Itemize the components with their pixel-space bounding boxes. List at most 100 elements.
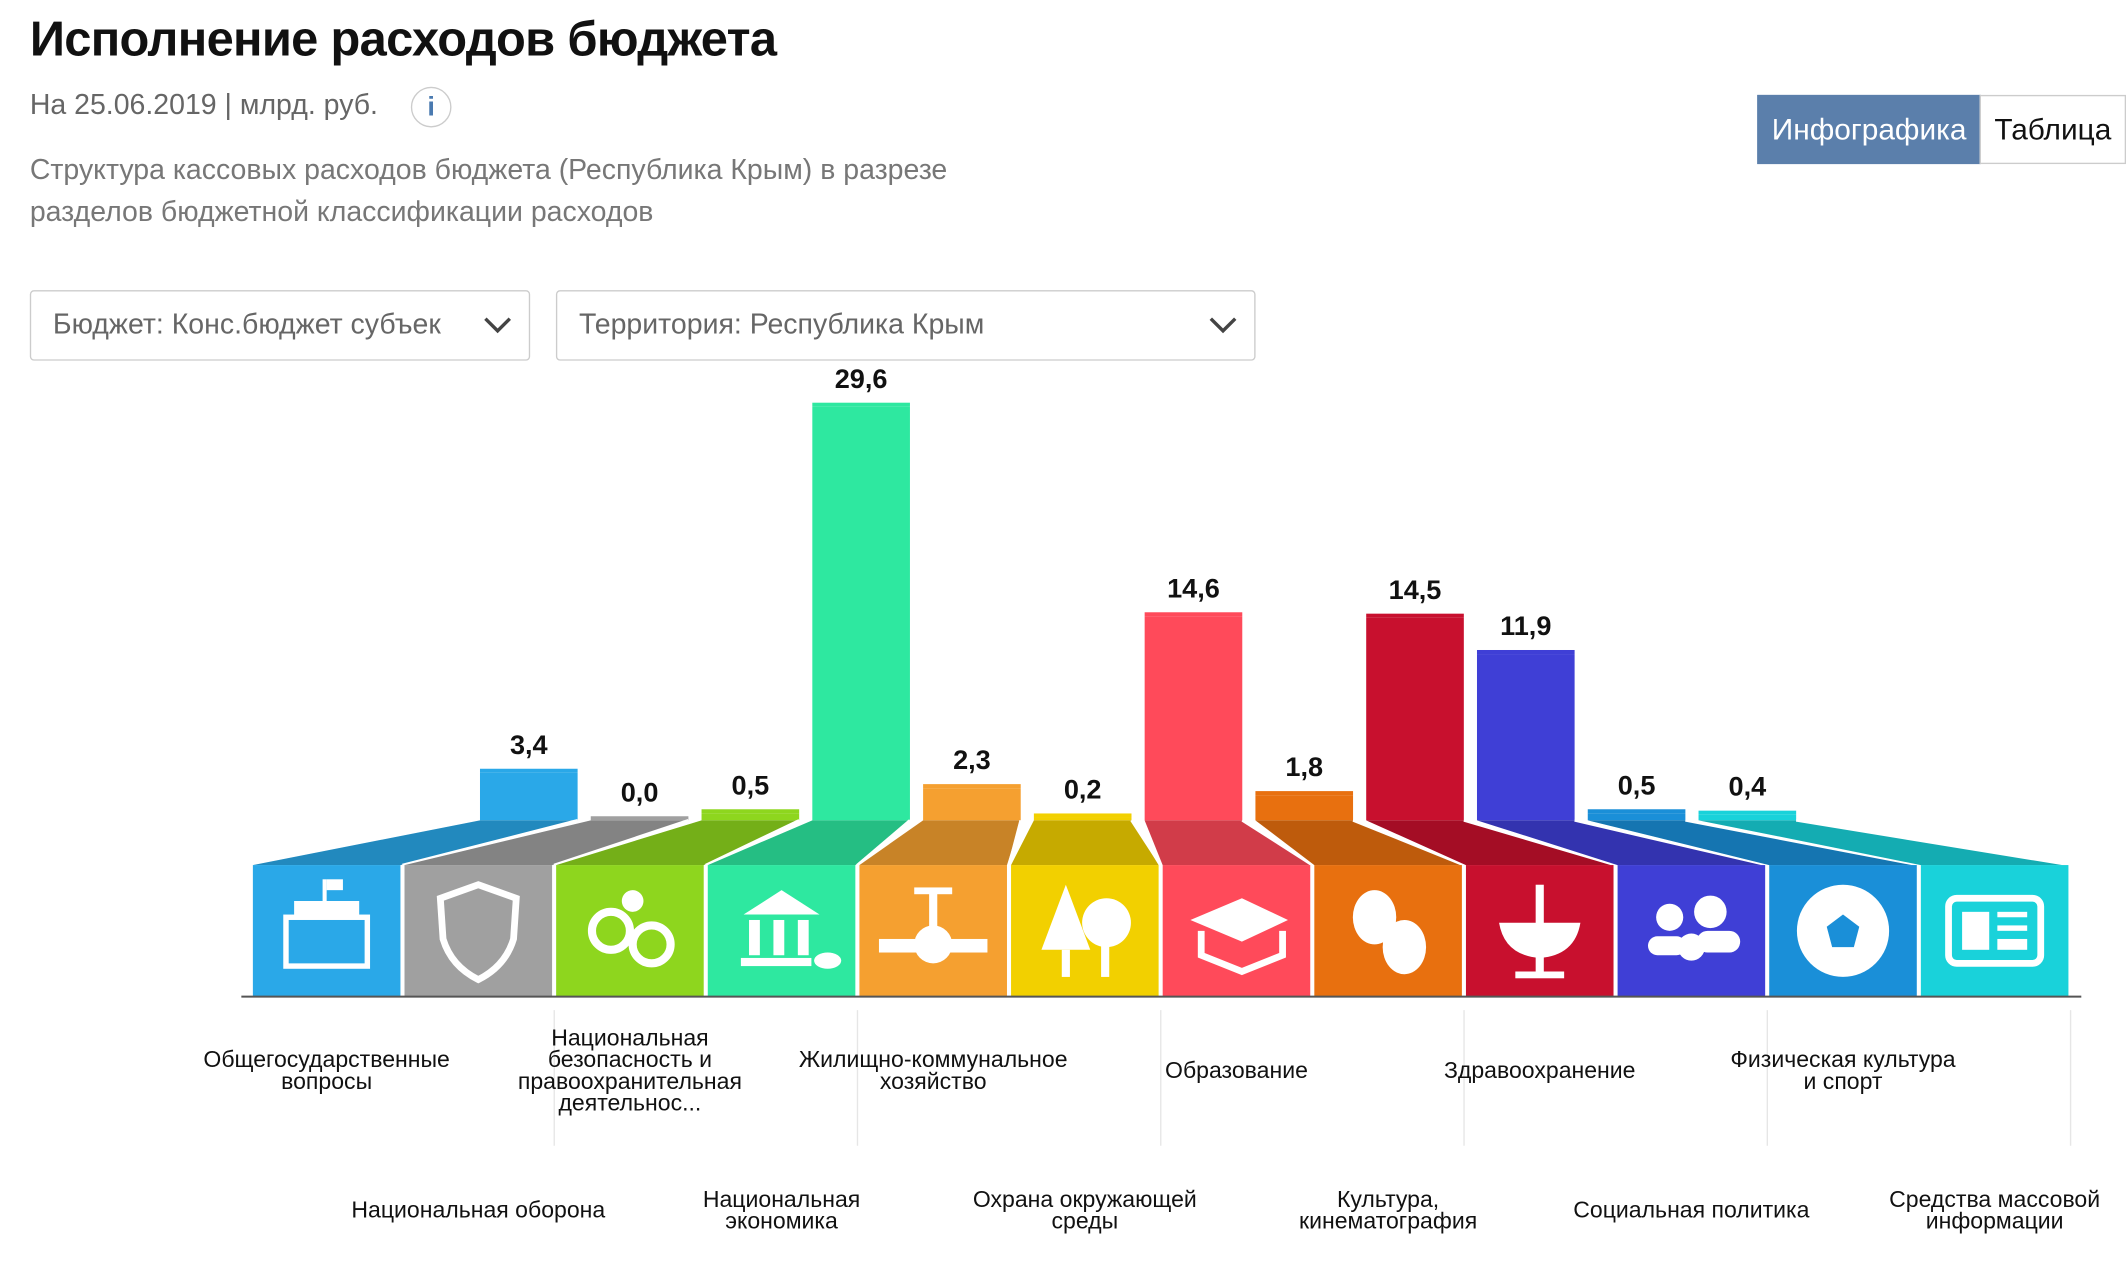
- bar: [479, 772, 578, 821]
- platform-edge: [553, 819, 689, 867]
- platform-edge: [1130, 819, 1162, 866]
- platform: [1366, 820, 1614, 866]
- platform-shade: [1255, 820, 1462, 866]
- category-label: Социальная политика: [1573, 1197, 1810, 1224]
- category-label: Национальная оборона: [351, 1197, 606, 1224]
- platform: [1144, 820, 1311, 866]
- dropdown-label: Бюджет: Конс.бюджет субъек: [52, 309, 441, 341]
- bar: [1144, 616, 1243, 821]
- value-label: 14,6: [1167, 572, 1220, 603]
- platform-edge: [1795, 818, 2071, 867]
- bar-cap: [812, 402, 910, 407]
- value-label: 14,5: [1389, 574, 1442, 605]
- bar: [1698, 814, 1797, 821]
- bar: [812, 406, 910, 821]
- icon: [283, 879, 371, 969]
- platform-shade: [252, 820, 578, 866]
- bar-cap: [701, 809, 800, 814]
- bar-cap: [479, 768, 578, 773]
- platform: [1476, 820, 1766, 866]
- icon: [1352, 890, 1427, 975]
- platform-shade: [1144, 820, 1311, 866]
- platform-shade: [1587, 820, 1917, 866]
- platform: [404, 820, 689, 866]
- category-label: Общегосударственные вопросы: [203, 1046, 450, 1095]
- bar: [923, 788, 1021, 821]
- bar-cap: [1144, 612, 1243, 617]
- platform-edge: [1007, 819, 1023, 866]
- bar-cap: [1698, 810, 1797, 815]
- platform-shade: [1366, 820, 1614, 866]
- bar-cap: [1476, 649, 1575, 655]
- platform-edge: [1241, 819, 1314, 867]
- platform-edge: [1463, 819, 1616, 867]
- icon: [1647, 895, 1741, 961]
- category-label: Жилищно-коммунальное хозяйство: [798, 1046, 1068, 1095]
- icon: [1499, 884, 1581, 979]
- bar: [1476, 654, 1575, 821]
- platform-edge: [1574, 818, 1768, 867]
- bar: [1033, 817, 1132, 821]
- chevron: [484, 317, 512, 334]
- platform: [252, 820, 578, 866]
- platform-shade: [1698, 820, 2069, 866]
- category-label: Национальная экономика: [702, 1186, 861, 1234]
- platform-shade: [404, 820, 689, 866]
- chevron: [1209, 317, 1237, 334]
- info-button[interactable]: i: [410, 86, 452, 128]
- category-label: Средства массовой информации: [1889, 1186, 2101, 1234]
- dropdown[interactable]: Бюджет: Конс.бюджет субъек: [29, 290, 531, 361]
- platform-edge: [705, 819, 800, 867]
- button-label: Таблица: [1994, 112, 2112, 147]
- bar-cap: [1033, 813, 1132, 818]
- category-label: Культура, кинематография: [1299, 1186, 1478, 1234]
- category-label: Физическая культура и спорт: [1730, 1046, 1956, 1095]
- dropdown[interactable]: Территория: Республика Крым: [555, 290, 1256, 361]
- platform-shade: [1011, 820, 1159, 866]
- value-label: 3,4: [510, 729, 548, 760]
- category-label: Национальная безопасность и правоохранит…: [517, 1025, 742, 1116]
- icon: [1190, 898, 1288, 976]
- icon: [878, 887, 988, 964]
- platform: [1698, 820, 2069, 866]
- button-label: Инфографика: [1771, 112, 1967, 147]
- dropdown-label: Территория: Республика Крым: [578, 309, 985, 341]
- subtitle: На 25.06.2019 | млрд. руб.: [29, 89, 378, 121]
- icon: [436, 881, 520, 984]
- value-label: 2,3: [953, 744, 991, 775]
- description: Структура кассовых расходов бюджета (Рес…: [29, 154, 948, 228]
- platform: [1011, 820, 1159, 866]
- value-label: 0,5: [1618, 769, 1656, 800]
- value-label: 0,5: [732, 769, 770, 800]
- bar-cap: [1255, 791, 1354, 796]
- platform: [859, 820, 1021, 866]
- toggle-button[interactable]: Инфографика: [1757, 94, 1981, 165]
- platform-shade: [859, 820, 1021, 866]
- platform-edge: [402, 819, 578, 867]
- platform: [1587, 820, 1917, 866]
- platform: [556, 820, 800, 866]
- page-title: Исполнение расходов бюджета: [29, 10, 777, 67]
- platform-shade: [556, 820, 800, 866]
- icon: [1796, 884, 1890, 977]
- bar: [701, 813, 800, 821]
- value-label: 11,9: [1500, 610, 1551, 641]
- icon: [1945, 894, 2045, 967]
- icon: [587, 890, 675, 968]
- icon: [1041, 884, 1131, 977]
- bar: [1587, 813, 1686, 821]
- platform: [1255, 820, 1462, 866]
- icon: [740, 890, 842, 969]
- bar: [1366, 617, 1464, 821]
- category-label: Здравоохранение: [1443, 1057, 1636, 1084]
- bar-cap: [590, 816, 689, 821]
- platform-edge: [856, 819, 911, 867]
- value-label: 0,2: [1064, 774, 1102, 805]
- value-label: 29,6: [835, 363, 888, 394]
- toggle-button[interactable]: Таблица: [1979, 94, 2126, 165]
- platform: [707, 820, 910, 866]
- category-label: Охрана окружающей среды: [972, 1186, 1197, 1234]
- value-label: 1,8: [1285, 751, 1323, 782]
